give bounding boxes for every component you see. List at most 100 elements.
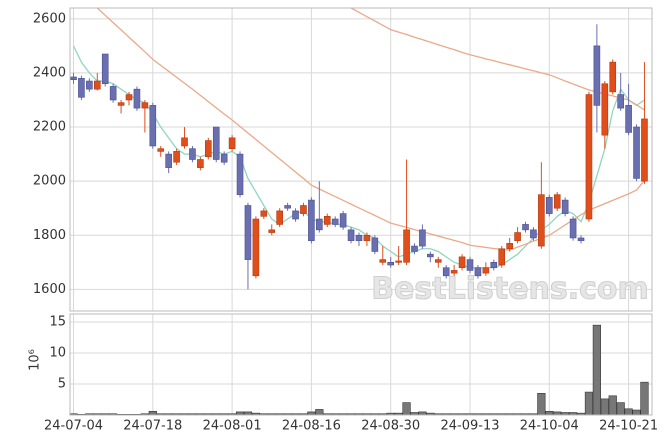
x-tick-label: 24-10-04 bbox=[520, 419, 579, 434]
candle-body bbox=[593, 45, 601, 106]
candle-body bbox=[339, 213, 347, 228]
candle-body bbox=[323, 216, 331, 225]
candle-body bbox=[498, 248, 506, 266]
candle-body bbox=[434, 259, 442, 263]
candle-body bbox=[157, 148, 165, 152]
candle-body bbox=[609, 61, 617, 93]
candle-body bbox=[379, 259, 387, 263]
candle-body bbox=[117, 102, 125, 106]
candle-body bbox=[276, 210, 283, 225]
candle-body bbox=[545, 197, 553, 214]
y-tick-label: 1600 bbox=[33, 282, 66, 297]
candle-body bbox=[244, 205, 252, 260]
volume-tick-label: 5 bbox=[58, 377, 66, 392]
candle-body bbox=[236, 153, 244, 195]
candle-body bbox=[78, 78, 85, 98]
candle-body bbox=[173, 151, 180, 163]
candle-body bbox=[387, 262, 395, 266]
candle-body bbox=[331, 218, 339, 225]
y-tick-label: 2000 bbox=[33, 174, 66, 189]
x-tick-label: 24-10-21 bbox=[599, 419, 658, 434]
candle-body bbox=[86, 80, 93, 90]
x-tick-label: 24-08-01 bbox=[203, 419, 262, 434]
candle-body bbox=[553, 194, 561, 209]
moving-average-line bbox=[72, 45, 645, 269]
candle-body bbox=[585, 94, 593, 220]
volume-tick-label: 10 bbox=[49, 346, 66, 361]
volume-bar bbox=[402, 402, 411, 416]
candle-body bbox=[308, 199, 315, 241]
candle-body bbox=[316, 218, 323, 231]
volume-axis-label: 10⁶ bbox=[28, 349, 43, 371]
volume-bar bbox=[608, 395, 617, 416]
candle-body bbox=[371, 237, 379, 252]
candle-body bbox=[411, 245, 418, 252]
candle-body bbox=[300, 205, 307, 214]
candle-body bbox=[569, 218, 577, 239]
candle-body bbox=[530, 229, 537, 239]
candle-body bbox=[427, 253, 434, 258]
x-tick-label: 24-07-18 bbox=[123, 419, 182, 434]
price-frame bbox=[69, 7, 653, 312]
candle-body bbox=[125, 94, 133, 101]
candle-body bbox=[506, 243, 513, 250]
candle-body bbox=[70, 76, 77, 80]
candle-body bbox=[363, 234, 371, 241]
candle-body bbox=[347, 229, 355, 241]
x-tick-label: 24-07-04 bbox=[44, 419, 103, 434]
plot: 1600 1800 2000 2200 2400 2600 5 10 15 24-07-04 24-… bbox=[33, 7, 658, 434]
candle-body bbox=[252, 218, 260, 277]
candle-body bbox=[109, 86, 117, 101]
volume-bar bbox=[632, 409, 641, 416]
x-tick-label: 24-08-30 bbox=[361, 419, 420, 434]
volume-bar bbox=[624, 408, 633, 416]
candle-body bbox=[220, 153, 228, 163]
candle-body bbox=[538, 194, 545, 247]
candle-body bbox=[617, 94, 624, 109]
volume-frame bbox=[69, 313, 653, 416]
candle-body bbox=[189, 148, 196, 160]
candle-body bbox=[458, 256, 466, 269]
candle-body bbox=[577, 237, 585, 241]
watermark: BestListens.com bbox=[371, 272, 649, 307]
volume-bar bbox=[315, 409, 324, 416]
candle-body bbox=[522, 224, 529, 231]
volume-bar bbox=[584, 391, 594, 416]
candle-body bbox=[355, 234, 363, 241]
volume-bar bbox=[640, 381, 649, 416]
moving-average-line bbox=[96, 7, 645, 251]
candle-body bbox=[197, 159, 204, 168]
x-tick-label: 24-09-13 bbox=[440, 419, 499, 434]
candle-body bbox=[561, 199, 569, 214]
candle-body bbox=[514, 232, 521, 241]
candle-body bbox=[442, 267, 450, 277]
candle-body bbox=[205, 140, 212, 158]
volume-tick-label: 15 bbox=[49, 315, 66, 330]
candle-body bbox=[601, 83, 609, 136]
candle-body bbox=[633, 126, 640, 179]
candle-body bbox=[292, 210, 299, 220]
candle-body bbox=[395, 260, 402, 263]
candle-body bbox=[419, 229, 426, 247]
candle-body bbox=[641, 118, 648, 182]
y-tick-label: 2600 bbox=[33, 11, 66, 26]
volume-bar bbox=[545, 410, 554, 416]
candle-body bbox=[133, 88, 141, 109]
volume-bar bbox=[600, 398, 609, 416]
candle-body bbox=[260, 210, 268, 217]
candle-body bbox=[284, 205, 291, 209]
candle-body bbox=[268, 229, 276, 233]
candle-body bbox=[165, 153, 172, 168]
candle-body bbox=[212, 126, 220, 160]
candle-body bbox=[181, 137, 188, 147]
candle-body bbox=[625, 105, 632, 133]
candle-body bbox=[141, 102, 149, 109]
candle-body bbox=[474, 267, 482, 277]
candle-body bbox=[101, 53, 109, 85]
volume-bar bbox=[616, 402, 625, 416]
x-tick-label: 24-08-16 bbox=[282, 419, 341, 434]
candle-body bbox=[450, 270, 458, 274]
volume-bar bbox=[148, 410, 157, 416]
candle-body bbox=[228, 137, 236, 149]
y-tick-label: 2400 bbox=[33, 65, 66, 80]
